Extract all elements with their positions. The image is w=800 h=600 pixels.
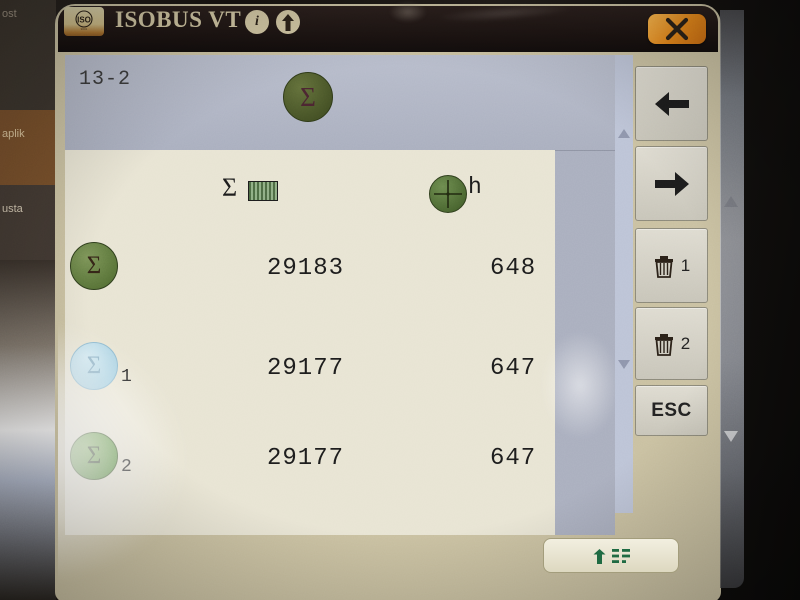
svg-text:ISO: ISO <box>77 15 91 24</box>
svg-text:9001: 9001 <box>81 27 88 31</box>
